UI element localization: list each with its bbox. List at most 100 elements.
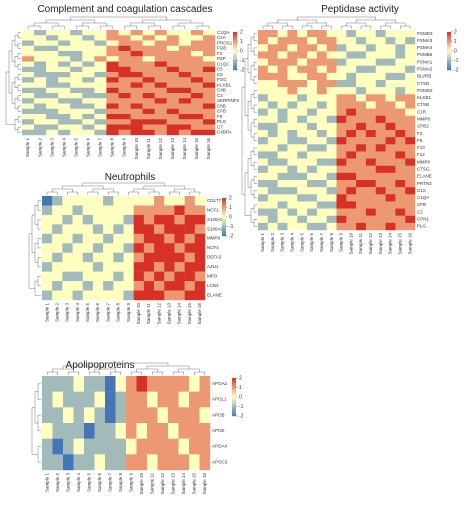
column-label: Sample 10 — [136, 303, 141, 325]
heatmap-cell — [307, 94, 318, 102]
heatmap-cell — [118, 51, 131, 57]
heatmap-cell — [336, 180, 347, 188]
heatmap-cell — [336, 87, 347, 95]
heatmap-cell — [297, 58, 308, 66]
heatmap-cell — [82, 93, 95, 99]
row-label: APOC3 — [212, 459, 228, 464]
heatmap-cell — [346, 44, 357, 52]
heatmap-cell — [42, 290, 53, 301]
heatmap-cell — [72, 224, 83, 235]
heatmap-cell — [46, 114, 59, 120]
heatmap-cell — [103, 205, 114, 216]
heatmap-cell — [356, 37, 367, 45]
heatmap-cell — [385, 137, 396, 145]
column-label: Sample 16 — [197, 303, 202, 325]
heatmap-cell — [72, 243, 83, 253]
heatmap-cell — [58, 40, 71, 46]
heatmap-cell — [375, 165, 386, 174]
column-label: Sample 15 — [187, 303, 192, 325]
heatmap-cell — [375, 130, 386, 138]
heatmap-cell — [189, 407, 200, 424]
heatmap-cell — [267, 80, 278, 88]
heatmap-cell — [123, 290, 134, 301]
heatmap-cell — [356, 208, 367, 216]
heatmap-cell — [405, 194, 416, 202]
heatmap-cell — [34, 93, 47, 99]
heatmap-cell — [106, 108, 119, 115]
heatmap-cell — [297, 151, 308, 159]
dendrogram-branch — [253, 161, 257, 170]
heatmap-cell — [277, 122, 288, 131]
heatmap-cell — [316, 87, 327, 95]
heatmap-cell — [375, 30, 386, 38]
row-label: PLG — [417, 224, 427, 229]
heatmap-cell — [115, 391, 127, 408]
heatmap-cell — [115, 454, 127, 471]
heatmap-cell — [405, 180, 416, 188]
heatmap-cell — [103, 243, 114, 253]
heatmap-cell — [178, 124, 192, 130]
heatmap-cell — [130, 35, 143, 41]
heatmap-cell — [94, 56, 107, 62]
heatmap-cell — [142, 61, 155, 67]
heatmap-cell — [307, 172, 318, 181]
heatmap-cell — [103, 214, 114, 225]
colorbar-tick-label: -2 — [229, 233, 234, 239]
colorbar-tick-label: 2 — [240, 29, 243, 35]
heatmap-cell — [202, 72, 216, 78]
heatmap-cell — [316, 58, 327, 66]
heatmap-cell — [166, 40, 180, 46]
heatmap-cell — [199, 407, 211, 424]
heatmap-cell — [287, 158, 298, 166]
column-label: Sample 15 — [191, 473, 196, 495]
heatmap-cell — [106, 82, 119, 88]
heatmap-cell — [70, 30, 83, 36]
heatmap-cell — [277, 87, 288, 95]
heatmap-cell — [46, 51, 59, 57]
heatmap-cell — [307, 37, 318, 45]
heatmap-cell — [336, 94, 347, 102]
heatmap-cell — [202, 124, 216, 130]
heatmap-cell — [346, 194, 357, 202]
heatmap-cell — [395, 37, 406, 45]
heatmap-cell — [70, 61, 83, 67]
heatmap-cell — [307, 137, 318, 145]
heatmap-cell — [267, 87, 278, 95]
colorbar-step — [232, 404, 236, 407]
dendrogram-branch — [130, 22, 155, 26]
heatmap-cell — [316, 172, 327, 181]
heatmap-cell — [346, 180, 357, 188]
dendrogram-branch — [37, 257, 41, 268]
heatmap-cell — [297, 37, 308, 45]
heatmap-cell — [258, 208, 269, 216]
heatmap-cell — [365, 37, 376, 45]
heatmap-cell — [143, 290, 155, 301]
dendrogram-branch — [136, 368, 158, 372]
column-label: Sample 16 — [407, 233, 412, 255]
heatmap-cell — [133, 205, 145, 216]
colorbar-step — [232, 414, 236, 417]
column-label: Sample 3 — [49, 138, 54, 158]
colorbar-tick-label: 2 — [454, 29, 457, 35]
heatmap-cell — [42, 438, 53, 455]
heatmap-cell — [365, 108, 376, 116]
heatmap-cell — [405, 165, 416, 174]
heatmap-cell — [130, 30, 143, 36]
heatmap-cell — [190, 103, 204, 109]
heatmap-cell — [356, 80, 367, 88]
heatmap-cell — [73, 391, 85, 408]
heatmap-cell — [113, 214, 124, 225]
heatmap-cell — [147, 376, 158, 392]
heatmap-cell — [297, 144, 308, 152]
heatmap-cell — [346, 94, 357, 102]
heatmap-cell — [142, 114, 155, 120]
heatmap-cell — [143, 214, 155, 225]
heatmap-cell — [346, 158, 357, 166]
colorbar-step — [232, 395, 236, 398]
heatmap-cell — [136, 438, 148, 455]
heatmap-cell — [297, 80, 308, 88]
heatmap-cell — [62, 281, 73, 291]
heatmap-cell — [103, 290, 114, 301]
heatmap-cell — [113, 252, 124, 263]
heatmap-cell — [267, 108, 278, 116]
